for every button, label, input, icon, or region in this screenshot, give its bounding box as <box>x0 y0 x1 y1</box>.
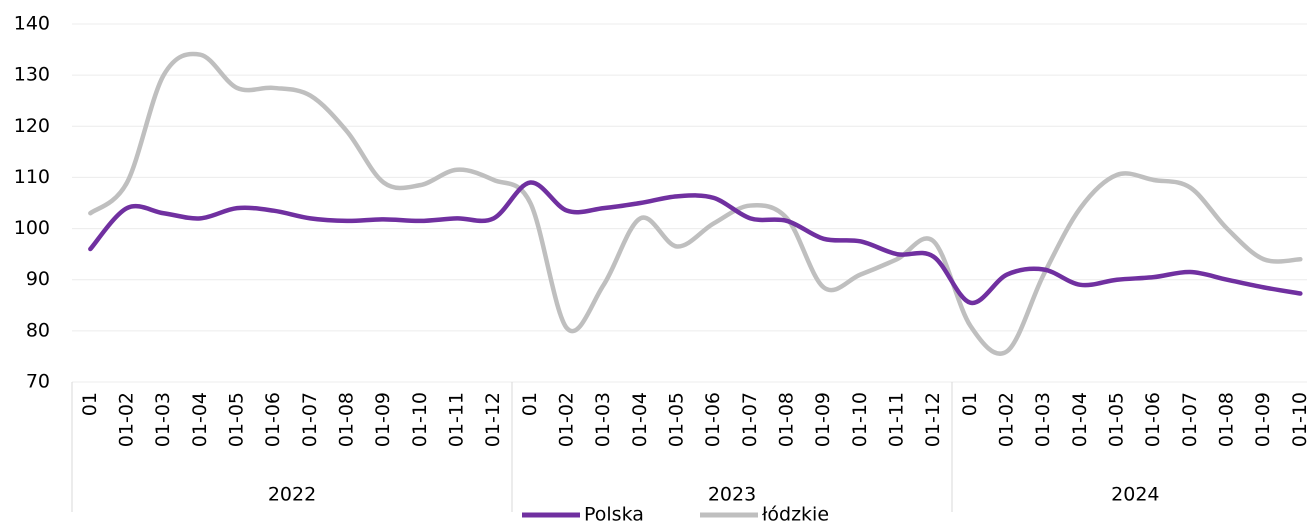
x-tick-label: 01-09 <box>1252 392 1274 447</box>
x-tick-label: 01-05 <box>1106 392 1128 447</box>
x-tick-label: 01-05 <box>666 392 688 447</box>
x-tick-label: 01-07 <box>1179 392 1201 447</box>
x-tick-label: 01 <box>959 392 981 416</box>
x-tick-label: 01 <box>79 392 101 416</box>
series-line <box>88 51 1303 356</box>
legend-label: Polska <box>584 504 644 524</box>
x-tick-label: 01-02 <box>116 392 138 447</box>
y-tick-label: 120 <box>14 115 50 137</box>
y-tick-label: 110 <box>14 166 50 188</box>
x-tick-label: 01-09 <box>812 392 834 447</box>
x-tick-label: 01-03 <box>152 392 174 447</box>
x-tick-label: 01-08 <box>336 392 358 447</box>
x-tick-label: 01-11 <box>886 392 908 447</box>
x-tick-label: 01-04 <box>629 392 651 447</box>
x-tick-label: 01-04 <box>1069 392 1091 447</box>
series-line <box>88 180 1303 305</box>
x-tick-label: 01 <box>519 392 541 416</box>
legend-label: łódzkie <box>762 504 829 524</box>
y-tick-label: 130 <box>14 64 50 86</box>
x-tick-label: 01-09 <box>372 392 394 447</box>
x-tick-label: 01-03 <box>1032 392 1054 447</box>
y-tick-label: 100 <box>14 217 50 239</box>
y-tick-label: 70 <box>26 371 50 393</box>
group-label: 2022 <box>268 484 316 506</box>
x-tick-label: 01-08 <box>776 392 798 447</box>
x-tick-label: 01-03 <box>592 392 614 447</box>
x-tick-label: 01-08 <box>1216 392 1238 447</box>
x-tick-label: 01-12 <box>482 392 504 447</box>
x-tick-label: 01-11 <box>446 392 468 447</box>
x-tick-label: 01-02 <box>996 392 1018 447</box>
x-tick-label: 01-04 <box>189 392 211 447</box>
y-tick-label: 80 <box>26 319 50 341</box>
group-label: 2023 <box>708 484 756 506</box>
x-tick-label: 01-06 <box>262 392 284 447</box>
x-tick-label: 01-07 <box>299 392 321 447</box>
x-tick-label: 01-06 <box>702 392 724 447</box>
x-tick-label: 01-10 <box>1289 392 1307 447</box>
x-tick-label: 01-06 <box>1142 392 1164 447</box>
x-tick-label: 01-10 <box>849 392 871 447</box>
x-tick-label: 01-02 <box>556 392 578 447</box>
x-tick-label: 01-05 <box>226 392 248 447</box>
group-label: 2024 <box>1111 484 1159 506</box>
y-tick-label: 140 <box>14 13 50 35</box>
y-tick-label: 90 <box>26 268 50 290</box>
x-tick-label: 01-07 <box>739 392 761 447</box>
x-tick-label: 01-12 <box>922 392 944 447</box>
x-tick-label: 01-10 <box>409 392 431 447</box>
